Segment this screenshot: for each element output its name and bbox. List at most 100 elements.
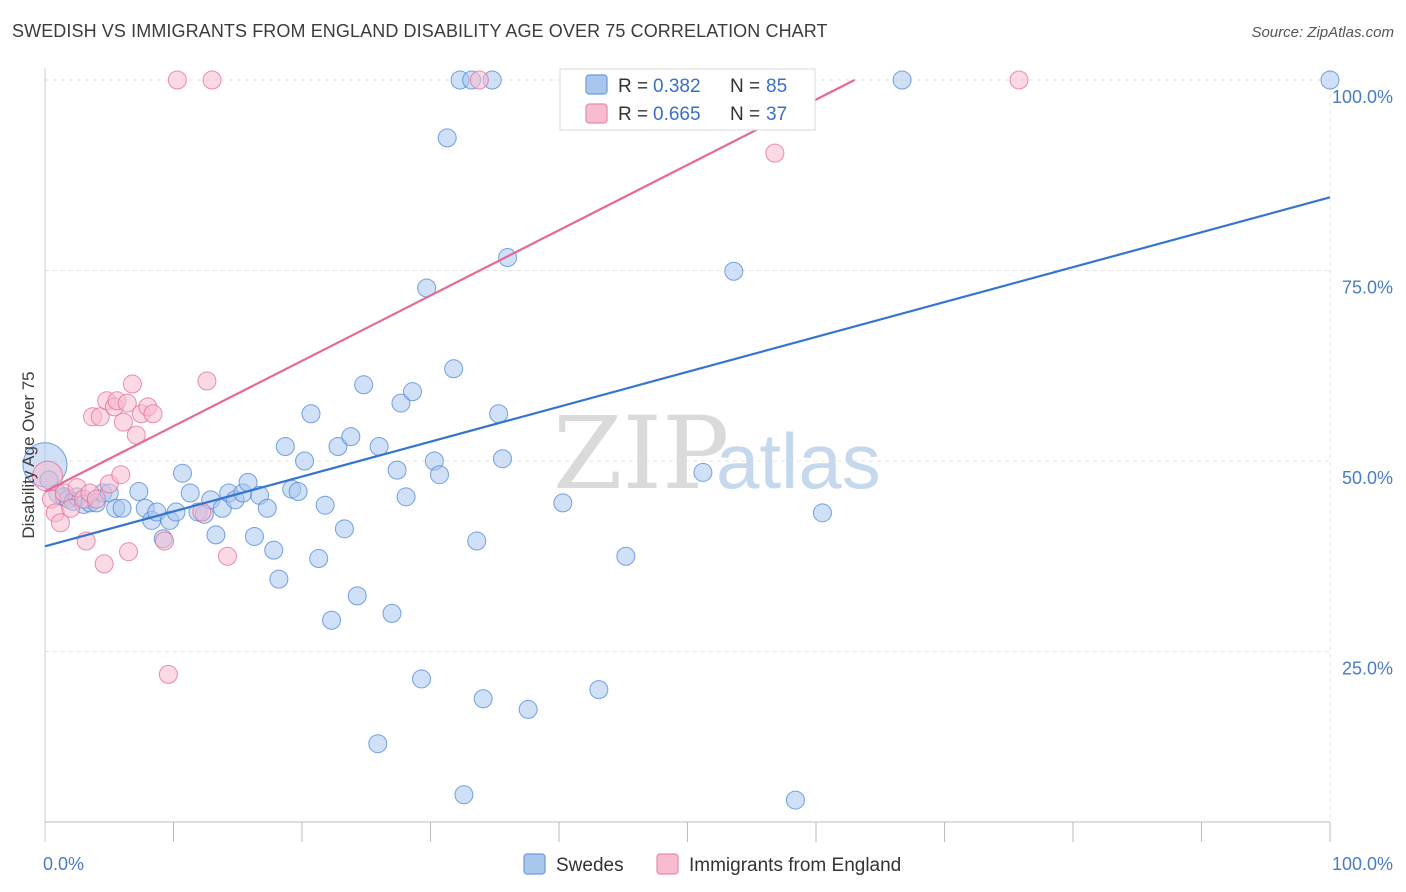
- swedes-trend-line: [44, 196, 1331, 548]
- swedes-point: [589, 680, 609, 700]
- swedes-point: [295, 451, 315, 471]
- swedes-point: [812, 503, 832, 523]
- swedes-point: [403, 382, 423, 402]
- swedes-point: [257, 498, 277, 518]
- x-tick-marks: [173, 822, 1331, 842]
- legend-r-label-england: R =: [618, 104, 648, 125]
- bottom-legend-swatch-england: [656, 853, 679, 875]
- swedes-point: [180, 483, 200, 503]
- swedes-point: [518, 699, 538, 719]
- swedes-point: [368, 734, 388, 754]
- swedes-point: [444, 359, 464, 379]
- england-point: [158, 664, 178, 684]
- swedes-point: [328, 437, 348, 457]
- legend-n-label-england: N =: [730, 104, 760, 125]
- legend-r-value-swedes: 0.382: [653, 76, 701, 97]
- england-point: [117, 393, 137, 413]
- swedes-point: [301, 404, 321, 424]
- legend-r-value-england: 0.665: [653, 104, 701, 125]
- source-credit: Source: ZipAtlas.com: [1251, 24, 1394, 41]
- y-tick-label: 100.0%: [1332, 87, 1393, 107]
- legend-swatch-swedes: [585, 74, 608, 95]
- swedes-point: [354, 375, 374, 395]
- swedes-point: [454, 785, 474, 805]
- legend-n-value-england: 37: [766, 104, 787, 125]
- england-point: [50, 513, 70, 533]
- england-point: [94, 554, 114, 574]
- england-point: [90, 407, 110, 427]
- y-tick-labels: 25.0% 50.0% 75.0% 100.0%: [1332, 87, 1393, 679]
- swedes-point: [112, 498, 132, 518]
- stats-legend: R = 0.382 N = 85 R = 0.665 N = 37: [559, 68, 816, 131]
- legend-swatch-england: [585, 103, 608, 124]
- swedes-point: [467, 531, 487, 551]
- swedes-point: [275, 437, 295, 457]
- trend-lines: [44, 79, 1331, 548]
- watermark-zip: ZIP: [553, 395, 729, 512]
- swedes-point: [172, 463, 192, 483]
- swedes-point: [489, 404, 509, 424]
- watermark: ZIP atlas: [553, 395, 881, 512]
- swedes-point: [322, 610, 342, 630]
- y-tick-label: 75.0%: [1342, 278, 1393, 298]
- england-point: [202, 70, 222, 90]
- swedes-point: [288, 481, 308, 501]
- england-point: [469, 70, 489, 90]
- swedes-point: [129, 481, 149, 501]
- legend-n-value-swedes: 85: [766, 76, 787, 97]
- y-tick-label: 50.0%: [1342, 468, 1393, 488]
- swedes-point: [382, 603, 402, 623]
- swedes-point: [264, 540, 284, 560]
- swedes-point: [309, 549, 329, 569]
- swedes-point: [391, 393, 411, 413]
- england-point: [122, 374, 142, 394]
- england-point: [61, 498, 81, 518]
- england-points: [32, 70, 1029, 684]
- england-point: [217, 546, 237, 566]
- england-point: [167, 70, 187, 90]
- watermark-atlas: atlas: [716, 417, 881, 505]
- swedes-point: [206, 525, 226, 545]
- swedes-point: [693, 462, 713, 482]
- swedes-point: [396, 487, 416, 507]
- swedes-point: [473, 689, 493, 709]
- swedes-point: [412, 669, 432, 689]
- england-point: [1009, 70, 1029, 90]
- swedes-point: [334, 519, 354, 539]
- x-tick-label-min: 0.0%: [43, 854, 84, 874]
- y-axis-label: Disability Age Over 75: [19, 371, 38, 538]
- swedes-point: [244, 526, 264, 546]
- swedes-point: [429, 465, 449, 485]
- legend-r-label-swedes: R =: [618, 76, 648, 97]
- swedes-point: [347, 586, 367, 606]
- swedes-point: [616, 546, 636, 566]
- england-point: [765, 143, 785, 163]
- england-point: [143, 404, 163, 424]
- swedes-point: [1320, 70, 1340, 90]
- england-point: [119, 542, 139, 562]
- england-point: [197, 371, 217, 391]
- y-tick-label: 25.0%: [1342, 659, 1393, 679]
- swedes-point: [437, 128, 457, 148]
- swedes-point: [492, 449, 512, 469]
- swedes-point: [269, 569, 289, 589]
- bottom-legend-label-england: Immigrants from England: [689, 855, 901, 876]
- swedes-point: [553, 493, 573, 513]
- england-point: [113, 412, 133, 432]
- swedes-point: [341, 427, 361, 447]
- legend-n-label-swedes: N =: [730, 76, 760, 97]
- swedes-point: [387, 460, 407, 480]
- x-tick-label-max: 100.0%: [1332, 854, 1393, 874]
- bottom-legend-label-swedes: Swedes: [556, 855, 624, 876]
- swedes-point: [892, 70, 912, 90]
- swedes-point: [724, 261, 744, 281]
- chart-title: SWEDISH VS IMMIGRANTS FROM ENGLAND DISAB…: [12, 21, 828, 41]
- england-point: [155, 531, 175, 551]
- swedes-point: [785, 790, 805, 810]
- series-legend: Swedes Immigrants from England: [523, 853, 901, 876]
- england-trend-line: [44, 79, 856, 493]
- england-point: [111, 465, 131, 485]
- swedes-point: [315, 495, 335, 515]
- bottom-legend-swatch-swedes: [523, 853, 546, 875]
